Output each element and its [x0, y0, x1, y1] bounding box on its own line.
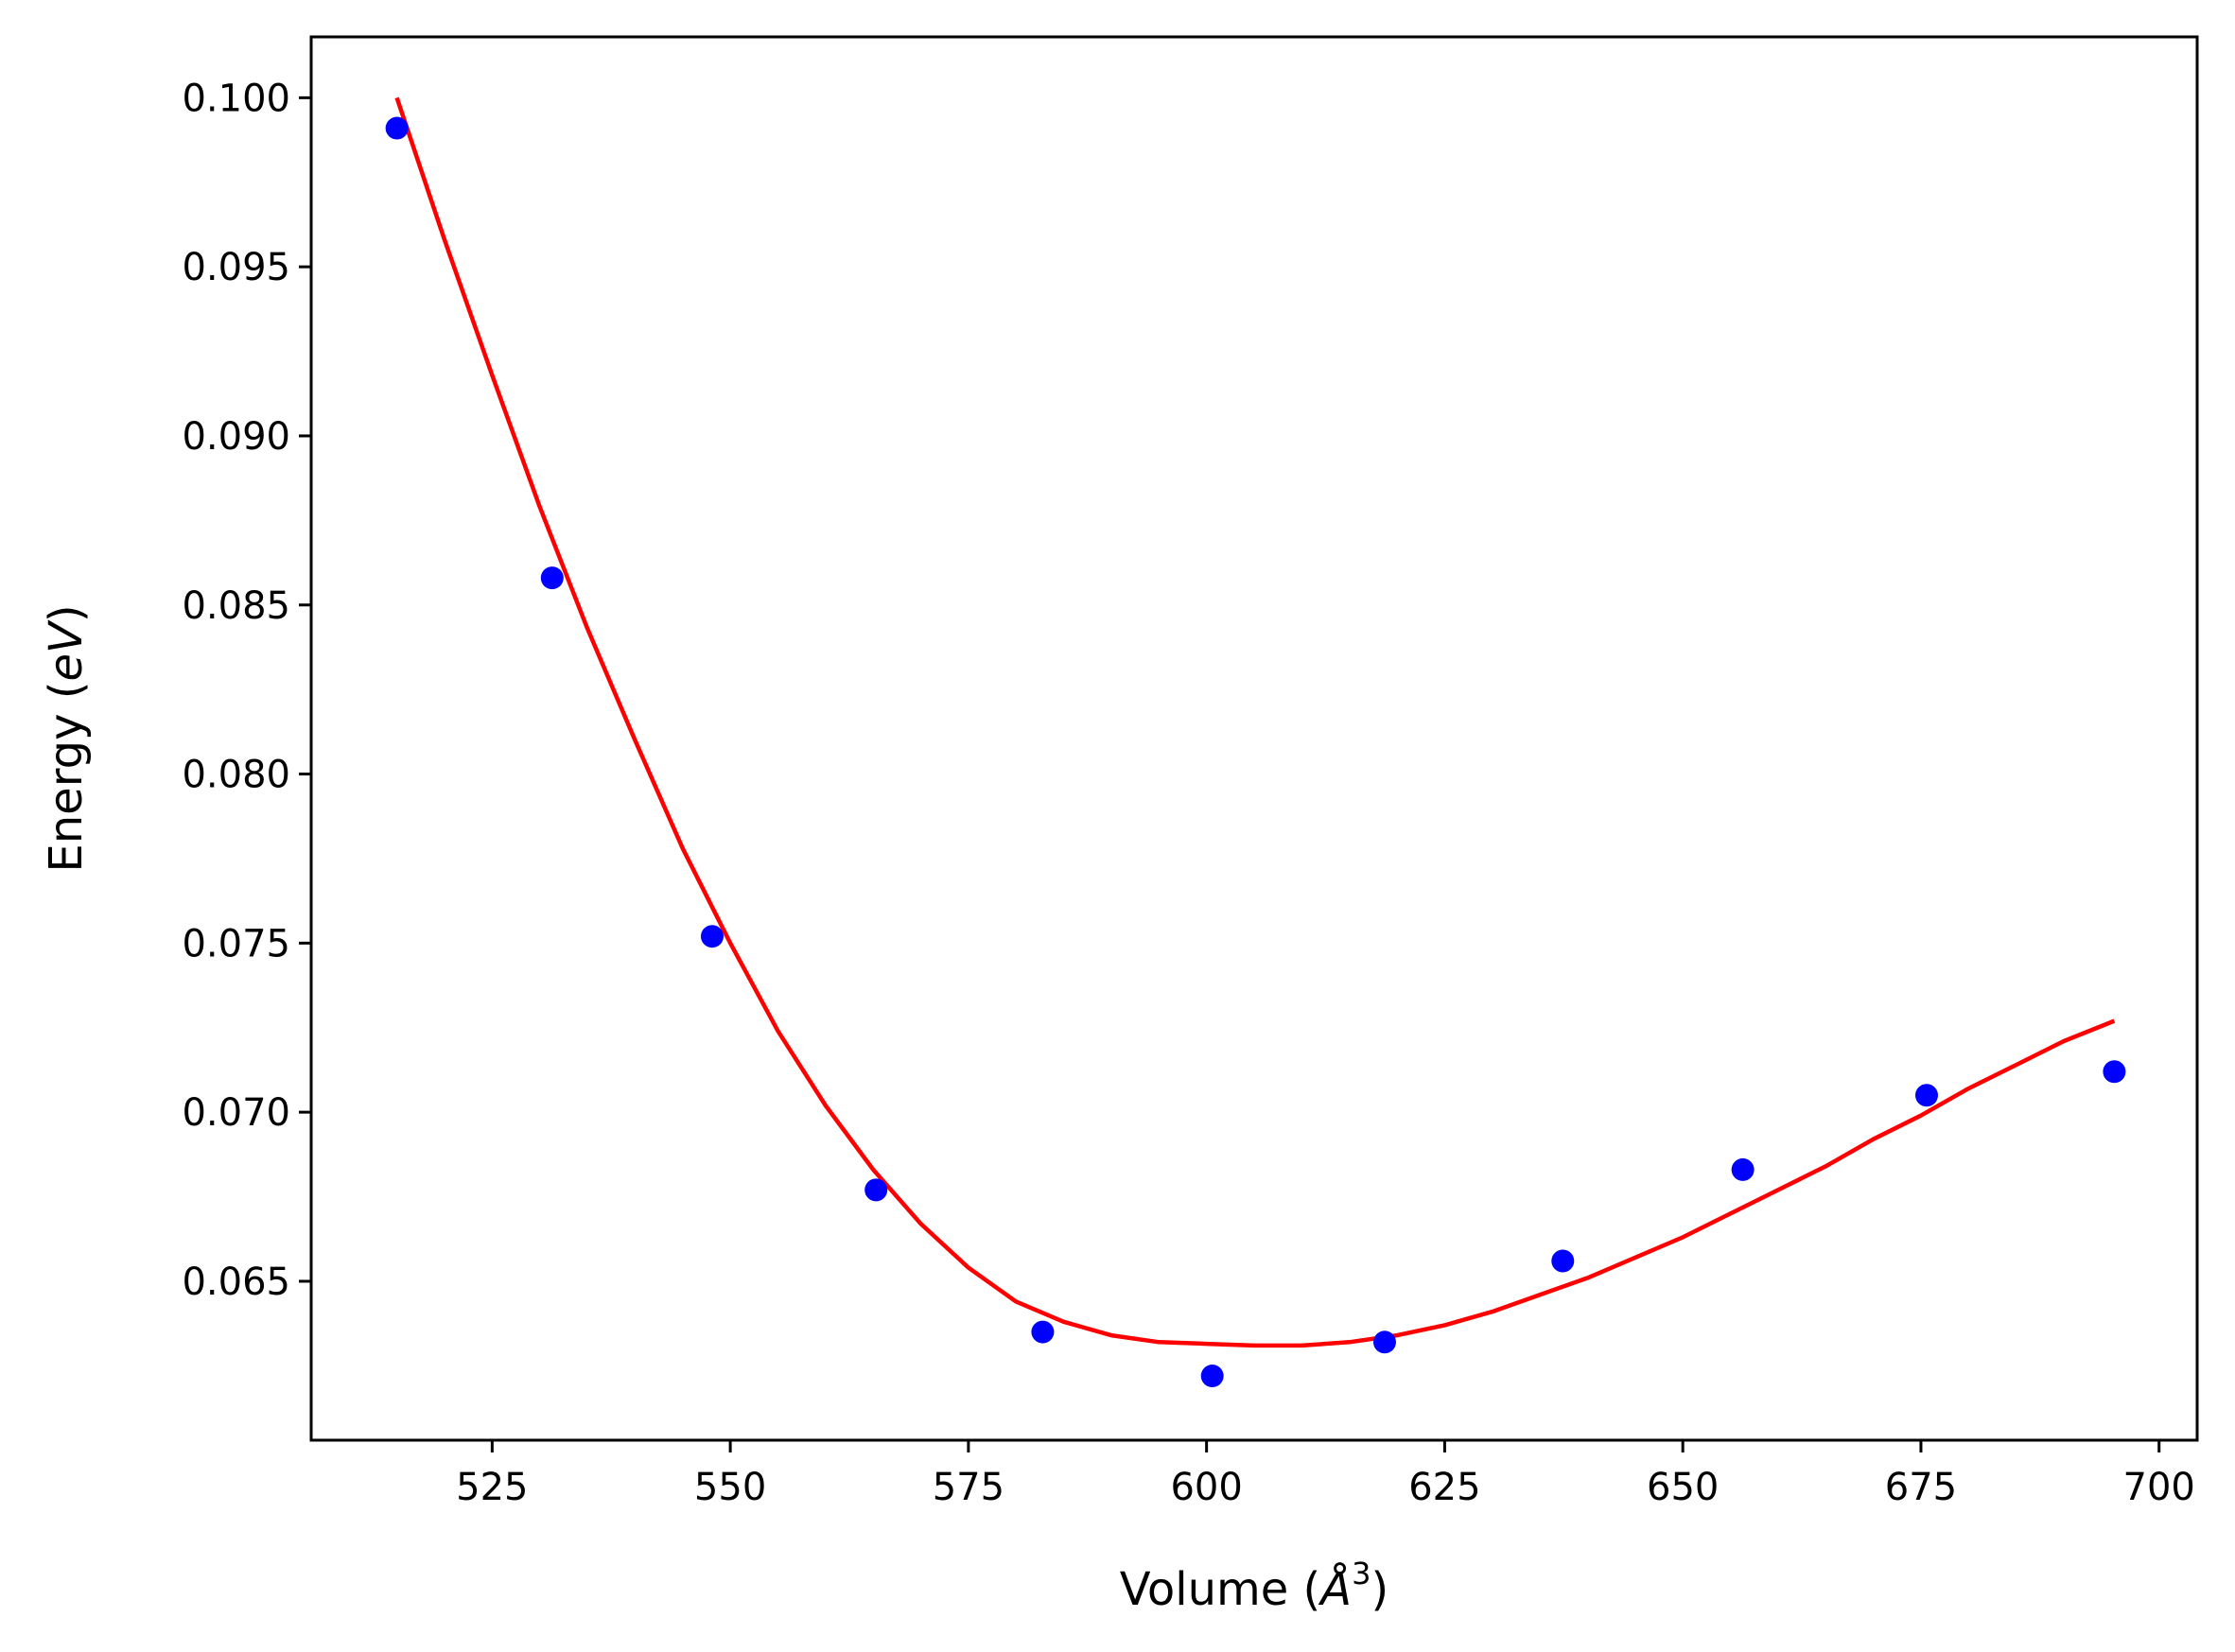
y-tick-label: 0.065: [182, 1261, 290, 1304]
y-tick-label: 0.085: [182, 584, 290, 628]
x-tick-label: 675: [1885, 1466, 1957, 1509]
data-point: [1200, 1365, 1224, 1388]
y-tick-label: 0.075: [182, 922, 290, 965]
plot-frame: [309, 35, 2199, 1442]
data-point: [1551, 1249, 1575, 1273]
y-tick-label: 0.090: [182, 415, 290, 459]
y-tick-label: 0.100: [182, 77, 290, 120]
x-tick-label: 700: [2123, 1466, 2195, 1509]
fit-curve: [394, 96, 2116, 1348]
x-tick-label: 525: [456, 1466, 528, 1509]
data-point: [2103, 1060, 2126, 1084]
x-axis-ticks: 525 550 575 600 625 650 675 700: [456, 1440, 2195, 1509]
data-point: [700, 925, 724, 948]
x-axis-label: Volume (Å3): [1120, 1556, 1388, 1616]
y-tick-label: 0.080: [182, 754, 290, 797]
x-tick-label: 550: [694, 1466, 766, 1509]
data-point: [385, 116, 409, 140]
data-point: [864, 1178, 888, 1202]
data-point: [1031, 1320, 1055, 1344]
y-tick-label: 0.095: [182, 246, 290, 289]
y-axis-ticks: 0.065 0.070 0.075 0.080 0.085 0.090 0.095 0.100: [182, 77, 311, 1304]
x-tick-label: 600: [1170, 1466, 1242, 1509]
y-axis-label: Energy (eV): [40, 604, 93, 872]
x-tick-label: 650: [1647, 1466, 1719, 1509]
y-tick-label: 0.070: [182, 1091, 290, 1135]
x-tick-label: 575: [933, 1466, 1004, 1509]
data-point: [540, 566, 564, 590]
data-point: [1731, 1157, 1755, 1181]
x-tick-label: 625: [1408, 1466, 1480, 1509]
data-point: [1372, 1330, 1396, 1354]
fit-curve-layer: [394, 96, 2116, 1348]
data-points-layer: [385, 116, 2126, 1388]
data-point: [1914, 1084, 1938, 1107]
